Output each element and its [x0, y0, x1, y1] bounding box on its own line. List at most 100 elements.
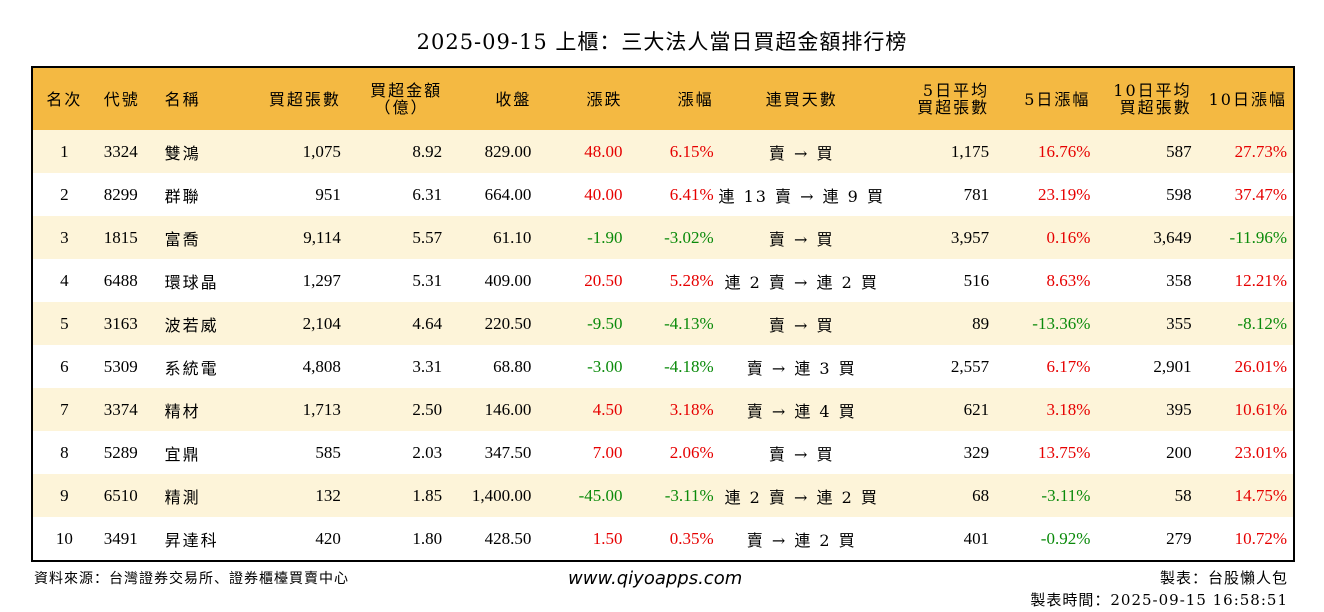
cell-code: 5309 [103, 356, 138, 376]
cell-buy-amount: 4.64 [412, 313, 443, 333]
header-pct5: 5日漲幅 [1024, 89, 1091, 109]
cell-buy-lots: 1,297 [302, 270, 341, 290]
cell-avg5: 89 [972, 313, 990, 333]
cell-pct5: 16.76% [1037, 141, 1091, 161]
cell-avg10: 395 [1166, 399, 1192, 419]
cell-change-pct: 0.35% [669, 528, 714, 548]
cell-streak: 賣 → 買 [768, 315, 835, 335]
cell-avg5: 329 [963, 442, 990, 462]
cell-close: 1,400.00 [471, 485, 532, 505]
website-link[interactable]: www.qiyoapps.com [568, 568, 743, 589]
data-source-note: 資料來源：台灣證券交易所、證券櫃檯買賣中心 [34, 571, 349, 587]
cell-name: 環球晶 [164, 272, 219, 292]
cell-buy-amount: 5.57 [412, 227, 443, 247]
table-row: 9 6510 精測 132 1.85 1,400.00 -45.00 -3.11% 連 2 賣 … [33, 474, 1293, 517]
cell-change: -1.90 [587, 227, 623, 247]
header-avg5-line1: 5日平均 [922, 81, 990, 100]
cell-buy-amount: 8.92 [412, 141, 443, 161]
cell-buy-amount: 5.31 [412, 270, 443, 290]
cell-code: 6488 [103, 270, 138, 290]
cell-close: 68.80 [493, 356, 532, 376]
cell-pct5: 8.63% [1046, 270, 1091, 290]
cell-pct5: -3.11% [1041, 485, 1091, 505]
cell-change-pct: -3.11% [664, 485, 714, 505]
cell-avg10: 587 [1166, 141, 1192, 161]
cell-avg10: 355 [1166, 313, 1192, 333]
cell-pct5: 6.17% [1046, 356, 1091, 376]
cell-change: -45.00 [578, 485, 623, 505]
table-row: 4 6488 環球晶 1,297 5.31 409.00 20.50 5.28% 連 2 賣 →… [33, 259, 1293, 302]
table-row: 8 5289 宜鼎 585 2.03 347.50 7.00 2.06% 賣 → 買 329 13.… [33, 431, 1293, 474]
cell-pct10: 37.47% [1234, 184, 1287, 204]
cell-avg5: 1,175 [950, 141, 990, 161]
cell-streak: 賣 → 買 [768, 143, 835, 163]
cell-code: 8299 [103, 184, 138, 204]
cell-streak: 賣 → 買 [768, 229, 835, 249]
header-buy-lots: 買超張數 [268, 89, 341, 109]
header-avg10: 10日平均 買超張數 [1090, 68, 1191, 130]
cell-change-pct: 3.18% [669, 399, 714, 419]
cell-change-pct: 6.41% [669, 184, 714, 204]
cell-rank: 3 [60, 227, 69, 247]
header-code: 代號 [103, 89, 140, 109]
cell-change: -3.00 [587, 356, 623, 376]
cell-close: 664.00 [484, 184, 532, 204]
cell-rank: 7 [60, 399, 69, 419]
cell-name: 群聯 [164, 186, 201, 206]
cell-close: 409.00 [484, 270, 532, 290]
cell-streak: 連 13 賣 → 連 9 買 [718, 186, 885, 206]
cell-name: 雙鴻 [164, 143, 201, 163]
cell-buy-lots: 585 [315, 442, 341, 462]
cell-streak: 賣 → 買 [768, 444, 835, 464]
cell-name: 富喬 [164, 229, 201, 249]
cell-avg5: 3,957 [950, 227, 990, 247]
cell-name: 系統電 [164, 358, 219, 378]
cell-pct5: 0.16% [1046, 227, 1091, 247]
cell-pct10: 23.01% [1234, 442, 1287, 462]
header-streak: 連買天數 [765, 89, 838, 109]
cell-change: 1.50 [592, 528, 623, 548]
cell-buy-lots: 4,808 [302, 356, 341, 376]
cell-buy-lots: 951 [315, 184, 341, 204]
cell-buy-amount: 1.80 [412, 528, 443, 548]
header-change: 漲跌 [586, 89, 623, 109]
cell-avg10: 598 [1166, 184, 1192, 204]
cell-close: 61.10 [493, 227, 532, 247]
cell-streak: 賣 → 連 4 買 [746, 401, 857, 421]
cell-avg5: 781 [963, 184, 990, 204]
cell-pct5: -13.36% [1032, 313, 1091, 333]
cell-avg5: 401 [963, 528, 990, 548]
cell-change: 40.00 [584, 184, 623, 204]
cell-close: 829.00 [484, 141, 532, 161]
cell-avg5: 516 [963, 270, 990, 290]
cell-avg5: 2,557 [950, 356, 990, 376]
header-buy-amount-line1: 買超金額 [370, 81, 443, 100]
cell-pct10: -8.12% [1237, 313, 1287, 333]
cell-pct10: 26.01% [1234, 356, 1287, 376]
cell-pct10: 10.72% [1234, 528, 1287, 548]
cell-pct5: 23.19% [1037, 184, 1091, 204]
cell-change-pct: 2.06% [669, 442, 714, 462]
cell-pct10: 14.75% [1234, 485, 1287, 505]
cell-avg10: 3,649 [1153, 227, 1192, 247]
cell-avg10: 358 [1166, 270, 1192, 290]
cell-change-pct: -4.18% [664, 356, 714, 376]
cell-rank: 6 [60, 356, 69, 376]
cell-name: 昇達科 [164, 530, 219, 550]
cell-change-pct: -4.13% [664, 313, 714, 333]
header-pct10: 10日漲幅 [1208, 89, 1287, 109]
cell-change: 7.00 [592, 442, 623, 462]
cell-buy-amount: 2.50 [412, 399, 443, 419]
header-name: 名稱 [164, 89, 201, 109]
cell-streak: 賣 → 連 3 買 [746, 358, 857, 378]
cell-change: 4.50 [592, 399, 623, 419]
cell-streak: 賣 → 連 2 買 [746, 530, 857, 550]
table-header-row: 名次 代號 名稱 買超張數 買超金額 （億） 收盤 漲跌 漲幅 連買天數 5日平… [33, 68, 1293, 130]
cell-buy-lots: 2,104 [302, 313, 341, 333]
ranking-table: 名次 代號 名稱 買超張數 買超金額 （億） 收盤 漲跌 漲幅 連買天數 5日平… [33, 68, 1293, 560]
cell-code: 1815 [103, 227, 138, 247]
cell-code: 3491 [103, 528, 138, 548]
table-row: 1 3324 雙鴻 1,075 8.92 829.00 48.00 6.15% 賣 → 買 1,1… [33, 130, 1293, 173]
cell-change-pct: -3.02% [664, 227, 714, 247]
cell-buy-amount: 1.85 [412, 485, 443, 505]
